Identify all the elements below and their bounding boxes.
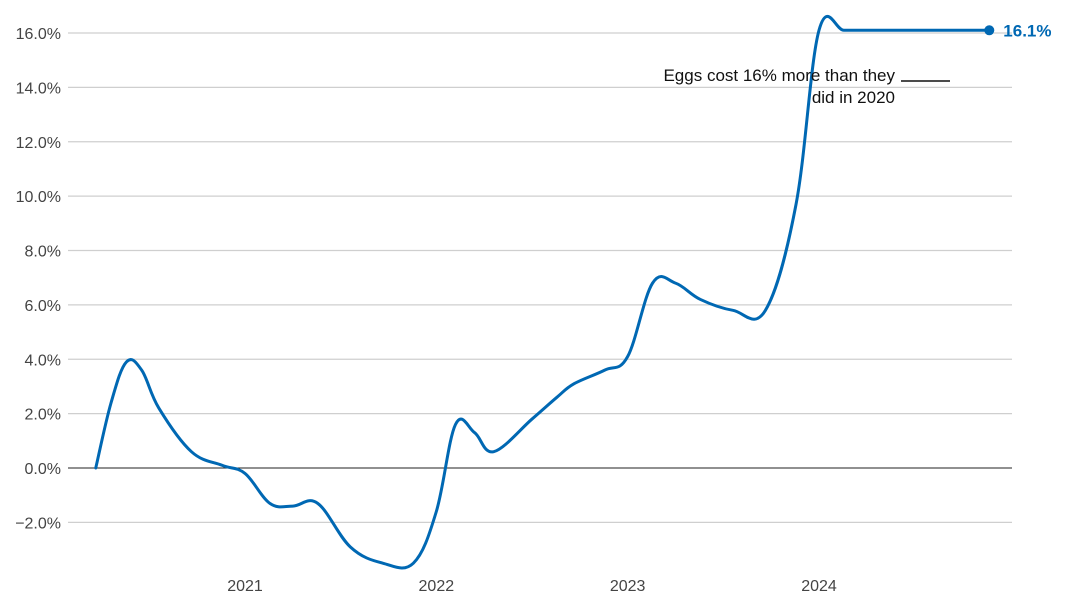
gridlines: [68, 32, 1012, 523]
y-tick-label: 8.0%: [25, 244, 61, 261]
y-tick-label: 12.0%: [16, 135, 61, 152]
annotation-text-line-2: did in 2020: [812, 88, 895, 107]
annotation-text-line-1: Eggs cost 16% more than they: [663, 66, 895, 85]
y-tick-label: 16.0%: [16, 26, 61, 43]
y-tick-label: 14.0%: [16, 80, 61, 97]
annotation: Eggs cost 16% more than they did in 2020: [663, 66, 950, 107]
y-tick-label: 2.0%: [25, 407, 61, 424]
end-point-marker: [984, 25, 995, 36]
y-tick-label: 0.0%: [25, 461, 61, 478]
x-tick-label: 2023: [610, 578, 646, 595]
y-axis-ticks: 16.0% 14.0% 12.0% 10.0% 8.0% 6.0% 4.0% 2.0% 0.0%…: [15, 26, 61, 532]
y-tick-label: 10.0%: [16, 189, 61, 206]
x-tick-label: 2021: [227, 578, 263, 595]
x-axis-ticks: 2021 2022 2023 2024: [227, 578, 837, 595]
x-tick-label: 2024: [801, 578, 837, 595]
y-tick-label: 6.0%: [25, 298, 61, 315]
y-tick-label: 4.0%: [25, 352, 61, 369]
end-point-label: 16.1%: [1003, 21, 1051, 40]
series-line: [94, 14, 991, 570]
y-tick-label: −2.0%: [15, 515, 61, 532]
x-tick-label: 2022: [419, 578, 455, 595]
